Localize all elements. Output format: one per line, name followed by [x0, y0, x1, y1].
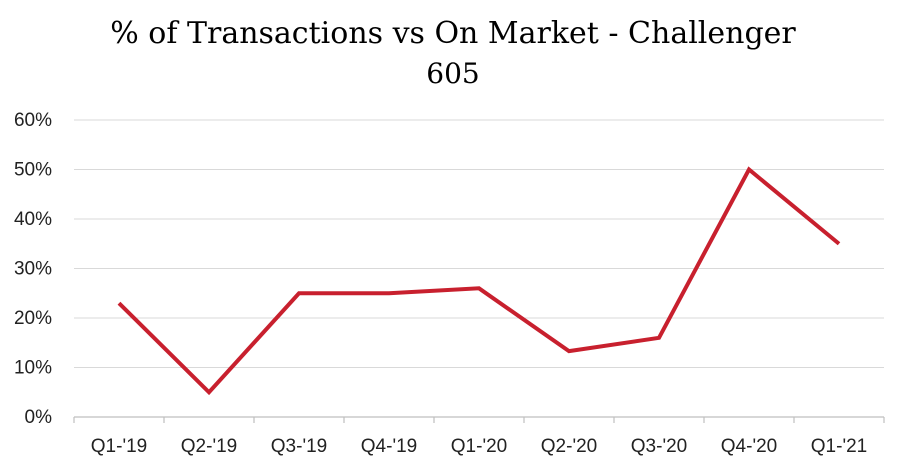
chart-title-line2: 605 [426, 57, 480, 90]
x-tick-label: Q2-'19 [181, 436, 237, 457]
y-tick-label: 10% [14, 358, 52, 379]
y-tick-label: 30% [14, 259, 52, 280]
chart-title: % of Transactions vs On Market - Challen… [0, 14, 906, 94]
x-tick-label: Q1-'21 [811, 436, 867, 457]
y-tick-label: 20% [14, 308, 52, 329]
series-line [117, 166, 841, 396]
chart-title-line1: % of Transactions vs On Market - Challen… [110, 16, 796, 51]
x-tick-label: Q1-'19 [91, 436, 147, 457]
x-tick-label: Q3-'20 [631, 436, 687, 457]
x-tick-label: Q3-'19 [271, 436, 327, 457]
y-tick-label: 0% [25, 407, 53, 428]
y-tick-label: 50% [14, 160, 52, 181]
x-tick-label: Q1-'20 [451, 436, 507, 457]
x-tick-label: Q4-'20 [721, 436, 777, 457]
y-tick-label: 40% [14, 209, 52, 230]
x-tick-label: Q2-'20 [541, 436, 597, 457]
y-tick-label: 60% [14, 110, 52, 131]
x-tick-label: Q4-'19 [361, 436, 417, 457]
